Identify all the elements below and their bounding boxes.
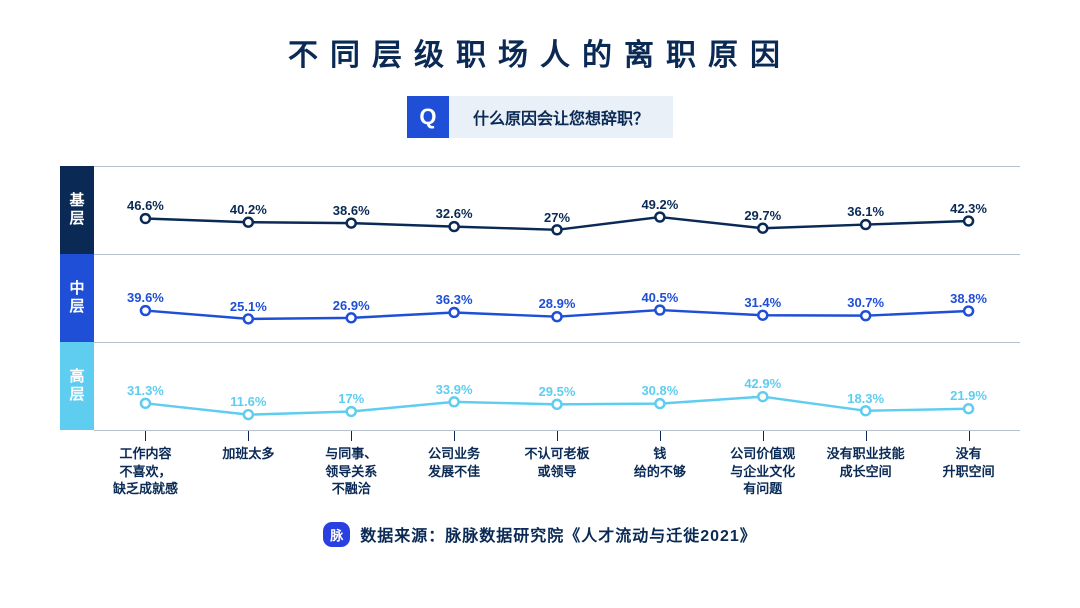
x-category: 没有职业技能成长空间 <box>814 431 917 498</box>
value-label: 29.7% <box>744 208 781 223</box>
x-category: 与同事、领导关系不融洽 <box>300 431 403 498</box>
row-plot: 46.6% 40.2% 38.6% 32.6% 27% 49.2% 29.7% 36.1% 42… <box>94 166 1020 254</box>
x-category: 不认可老板或领导 <box>506 431 609 498</box>
value-label: 33.9% <box>436 382 473 397</box>
question-bar: Q 什么原因会让您想辞职？ <box>0 96 1080 138</box>
value-label: 38.6% <box>333 203 370 218</box>
value-label: 30.8% <box>641 383 678 398</box>
value-label: 31.3% <box>127 383 164 398</box>
value-label: 42.3% <box>950 201 987 216</box>
question-badge: Q <box>407 96 449 138</box>
row-plot: 31.3% 11.6% 17% 33.9% 29.5% 30.8% 42.9% 18.3% 21… <box>94 342 1020 430</box>
row-label: 中层 <box>60 254 94 342</box>
value-label: 21.9% <box>950 388 987 403</box>
value-label: 32.6% <box>436 206 473 221</box>
value-label: 40.5% <box>641 290 678 305</box>
value-label: 28.9% <box>539 296 576 311</box>
x-category: 公司业务发展不佳 <box>403 431 506 498</box>
row-plot: 39.6% 25.1% 26.9% 36.3% 28.9% 40.5% 31.4% 30.7%… <box>94 254 1020 342</box>
value-label: 29.5% <box>539 384 576 399</box>
x-axis: 工作内容不喜欢，缺乏成就感加班太多与同事、领导关系不融洽公司业务发展不佳不认可老… <box>94 430 1020 498</box>
value-label: 27% <box>544 210 570 225</box>
value-label: 36.1% <box>847 204 884 219</box>
value-label: 18.3% <box>847 391 884 406</box>
page: 不同层级职场人的离职原因 Q 什么原因会让您想辞职？ 基层 46.6% 40.2% 3… <box>0 0 1080 608</box>
x-category: 没有升职空间 <box>917 431 1020 498</box>
value-label: 25.1% <box>230 299 267 314</box>
source-badge-icon: 脉 <box>323 522 350 547</box>
chart-row-中层: 中层 39.6% 25.1% 26.9% 36.3% 28.9% 40.5% 31.4% 30.… <box>60 254 1020 342</box>
page-title: 不同层级职场人的离职原因 <box>0 30 1080 74</box>
x-category: 加班太多 <box>197 431 300 498</box>
row-label: 高层 <box>60 342 94 430</box>
value-label: 40.2% <box>230 202 267 217</box>
chart-row-高层: 高层 31.3% 11.6% 17% 33.9% 29.5% 30.8% 42.9% 18.3%… <box>60 342 1020 430</box>
value-label: 17% <box>338 391 364 406</box>
value-label: 49.2% <box>641 197 678 212</box>
value-label: 38.8% <box>950 291 987 306</box>
value-label: 30.7% <box>847 295 884 310</box>
value-label: 46.6% <box>127 198 164 213</box>
value-label: 42.9% <box>744 376 781 391</box>
question-text: 什么原因会让您想辞职？ <box>449 96 673 138</box>
x-category: 工作内容不喜欢，缺乏成就感 <box>94 431 197 498</box>
x-category: 钱给的不够 <box>608 431 711 498</box>
value-label: 36.3% <box>436 292 473 307</box>
value-label: 26.9% <box>333 298 370 313</box>
chart-row-基层: 基层 46.6% 40.2% 38.6% 32.6% 27% 49.2% 29.7% 36.1%… <box>60 166 1020 254</box>
value-label: 31.4% <box>744 295 781 310</box>
row-label: 基层 <box>60 166 94 254</box>
x-category: 公司价值观与企业文化有问题 <box>711 431 814 498</box>
value-label: 39.6% <box>127 290 164 305</box>
source-text: 数据来源：脉脉数据研究院《人才流动与迁徙2021》 <box>360 522 757 546</box>
value-label: 11.6% <box>230 394 266 409</box>
resignation-chart: 基层 46.6% 40.2% 38.6% 32.6% 27% 49.2% 29.7% 36.1%… <box>60 166 1020 498</box>
source-line: 脉 数据来源：脉脉数据研究院《人才流动与迁徙2021》 <box>0 522 1080 547</box>
